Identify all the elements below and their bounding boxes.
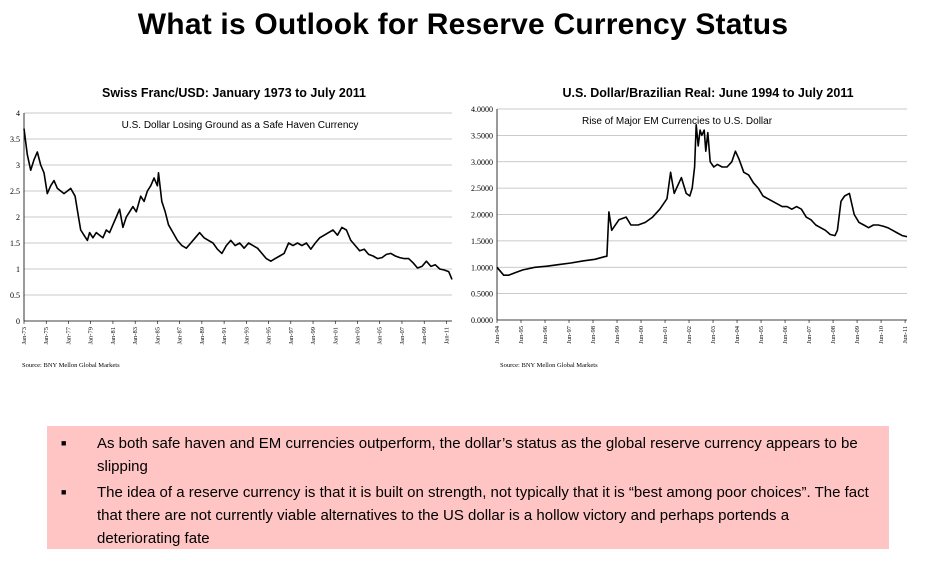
y-tick-label: 3.0000 <box>471 158 493 167</box>
x-tick-label: Jan-09 <box>421 327 428 344</box>
chart-left-title: Swiss Franc/USD: January 1973 to July 20… <box>101 86 367 100</box>
chart-left-source: Source: BNY Mellon Global Markets <box>22 362 120 369</box>
x-tick-label: Jan-93 <box>243 327 250 344</box>
x-tick-label: Jun-01 <box>662 326 669 344</box>
y-tick-label: 0.5 <box>10 291 20 300</box>
chart-right-title: U.S. Dollar/Brazilian Real: June 1994 to… <box>562 86 854 100</box>
x-tick-label: Jan-81 <box>110 327 117 344</box>
x-tick-label: Jun-08 <box>830 326 837 344</box>
x-tick-label: Jan-05 <box>377 327 384 344</box>
x-tick-label: Jun-11 <box>902 326 909 343</box>
y-tick-label: 2.5 <box>10 187 20 196</box>
y-tick-label: 2.0000 <box>471 211 493 220</box>
y-tick-label: 3.5 <box>10 135 20 144</box>
x-tick-label: Jun-02 <box>686 326 693 344</box>
bullet-item: ■ The idea of a reserve currency is that… <box>61 481 875 550</box>
x-tick-label: Jun-99 <box>614 326 621 344</box>
x-tick-label: Jan-11 <box>443 327 450 344</box>
x-tick-label: Jan-79 <box>88 327 95 344</box>
x-tick-label: Jan-89 <box>199 327 206 344</box>
x-tick-label: Jun-10 <box>878 326 885 344</box>
x-tick-label: Jan-77 <box>65 326 72 344</box>
chart-right: 0.0000 0.5000 1.0000 1.5000 2.0000 2.5000 3.00… <box>471 105 909 344</box>
y-tick-label: 4.0000 <box>471 105 493 114</box>
chart-left: 0 0.5 1 1.5 2 2.5 3 3.5 4 Jan-73 Jan-75 Jan-77 Jan-7… <box>10 109 453 344</box>
x-tick-label: Jun-96 <box>542 325 549 343</box>
y-tick-label: 2 <box>16 213 20 222</box>
x-tick-label: Jan-83 <box>132 327 139 344</box>
x-tick-label: Jan-85 <box>154 327 161 344</box>
y-tick-label: 1.5 <box>10 239 20 248</box>
x-tick-label: Jan-75 <box>43 327 50 344</box>
y-tick-label: 3.5000 <box>471 131 493 140</box>
series-line <box>23 128 453 280</box>
x-tick-label: Jun-04 <box>734 325 741 343</box>
chart-right-source: Source: BNY Mellon Global Markets <box>500 362 598 369</box>
bullet-square-icon: ■ <box>61 438 67 448</box>
x-tick-label: Jan-99 <box>310 327 317 344</box>
x-tick-label: Jan-95 <box>266 327 273 344</box>
x-tick-label: Jun-06 <box>782 325 789 343</box>
x-tick-label: Jun-09 <box>854 326 861 344</box>
y-tick-label: 4 <box>16 109 20 118</box>
x-tick-label: Jun-94 <box>494 325 501 343</box>
y-tick-label: 0.5000 <box>471 290 493 299</box>
x-tick-label: Jan-73 <box>21 327 28 344</box>
x-tick-label: Jan-03 <box>355 327 362 344</box>
y-tick-label: 3 <box>16 161 20 170</box>
x-tick-label: Jun-07 <box>806 325 813 343</box>
slide-title: What is Outlook for Reserve Currency Sta… <box>137 8 789 41</box>
x-tick-label: Jun-05 <box>758 326 765 344</box>
x-tick-label: Jun-97 <box>566 325 573 343</box>
chart-annotation: Rise of Major EM Currencies to U.S. Doll… <box>582 116 773 127</box>
bullet-item: ■ As both safe haven and EM currencies o… <box>61 432 875 478</box>
x-tick-label: Jan-97 <box>288 326 295 344</box>
chart-annotation: U.S. Dollar Losing Ground as a Safe Have… <box>122 120 359 131</box>
x-tick-label: Jun-98 <box>590 326 597 344</box>
x-tick-label: Jun-95 <box>518 326 525 344</box>
bullet-text: The idea of a reserve currency is that i… <box>97 484 869 547</box>
series-line <box>496 123 908 276</box>
x-tick-label: Jan-01 <box>332 327 339 344</box>
y-tick-label: 1.5000 <box>471 237 493 246</box>
bullet-square-icon: ■ <box>61 487 67 497</box>
bullet-text: As both safe haven and EM currencies out… <box>97 435 858 475</box>
x-tick-label: Jan-07 <box>399 326 406 344</box>
x-tick-label: Jan-91 <box>221 327 228 344</box>
y-tick-label: 0 <box>16 317 20 326</box>
x-tick-label: Jan-87 <box>177 326 184 344</box>
x-tick-label: Jun-03 <box>710 326 717 344</box>
y-tick-label: 2.5000 <box>471 184 493 193</box>
x-tick-label: Jun-00 <box>638 326 645 344</box>
y-tick-label: 1.0000 <box>471 263 493 272</box>
y-tick-label: 0.0000 <box>471 316 493 325</box>
y-tick-label: 1 <box>16 265 20 274</box>
callout-box: ■ As both safe haven and EM currencies o… <box>47 426 889 549</box>
